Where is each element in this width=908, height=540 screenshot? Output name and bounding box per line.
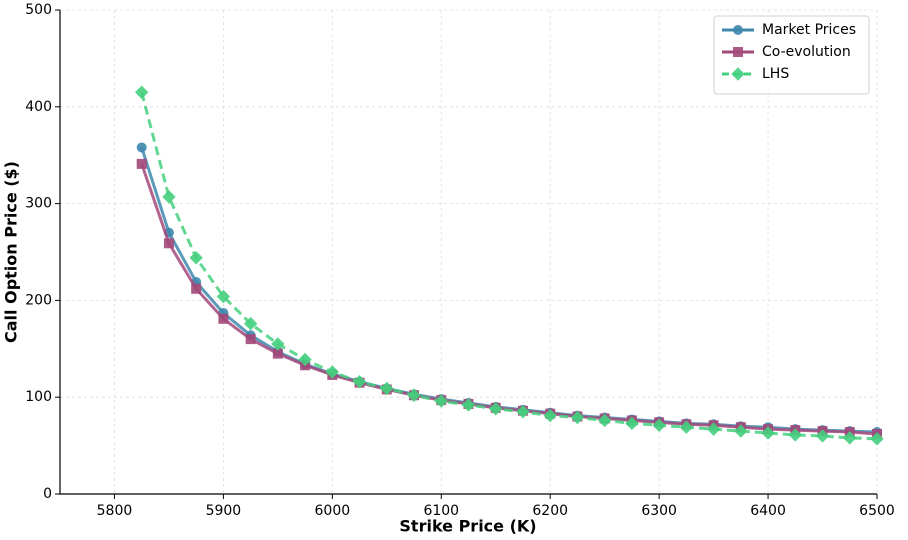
- x-axis-title: Strike Price (K): [399, 517, 536, 536]
- data-point: [134, 85, 149, 99]
- x-tick-label: 6500: [859, 503, 895, 519]
- x-tick-label: 6100: [423, 503, 459, 519]
- y-tick-label: 0: [43, 486, 52, 502]
- data-point: [461, 398, 476, 412]
- data-point: [298, 352, 312, 367]
- legend-marker: [733, 47, 743, 57]
- data-point: [218, 313, 229, 324]
- data-point: [489, 402, 503, 416]
- data-point: [788, 428, 803, 442]
- data-point: [434, 394, 448, 408]
- y-tick-label: 200: [25, 292, 52, 308]
- legend-box: [713, 15, 870, 95]
- y-tick-label: 100: [25, 389, 52, 405]
- y-tick-label: 300: [25, 196, 52, 212]
- x-tick-label: 6400: [750, 503, 786, 519]
- data-point: [380, 381, 394, 396]
- series-line: [140, 146, 878, 434]
- data-point: [652, 418, 666, 432]
- y-tick-label: 400: [25, 99, 52, 115]
- data-point: [870, 432, 884, 446]
- data-point: [516, 405, 530, 419]
- x-tick-label: 5900: [206, 503, 242, 519]
- data-point: [625, 416, 639, 431]
- data-point: [570, 410, 585, 425]
- data-point: [136, 142, 147, 153]
- axis-frame: [59, 10, 877, 495]
- data-point: [734, 424, 748, 438]
- legend-label: LHS: [762, 66, 789, 82]
- x-tick-label: 6000: [315, 503, 351, 519]
- series-line: [140, 91, 878, 441]
- data-point: [679, 420, 694, 434]
- data-point: [189, 251, 203, 265]
- data-point: [325, 365, 340, 379]
- y-axis-title: Call Option Price ($): [2, 161, 21, 343]
- data-point: [136, 158, 147, 169]
- data-point: [706, 422, 721, 436]
- y-tick-label: 500: [25, 2, 52, 18]
- x-tick-label: 6200: [532, 503, 568, 519]
- series-line: [140, 163, 878, 436]
- data-point: [597, 413, 612, 428]
- data-point: [243, 316, 258, 331]
- data-point: [191, 283, 202, 294]
- data-point: [216, 289, 231, 304]
- legend-marker: [731, 67, 745, 81]
- data-point: [162, 190, 176, 204]
- data-point: [407, 388, 421, 402]
- data-point: [761, 426, 775, 440]
- data-point: [163, 238, 174, 249]
- data-point: [843, 431, 857, 445]
- data-point: [543, 408, 557, 423]
- data-point: [352, 375, 367, 389]
- legend-label: Market Prices: [762, 22, 856, 38]
- x-tick-label: 5800: [97, 503, 133, 519]
- data-point: [245, 334, 256, 345]
- legend-marker: [733, 25, 743, 35]
- data-point: [815, 429, 830, 443]
- legend-label: Co-evolution: [762, 44, 851, 60]
- x-tick-label: 6300: [641, 503, 677, 519]
- data-point: [271, 337, 285, 351]
